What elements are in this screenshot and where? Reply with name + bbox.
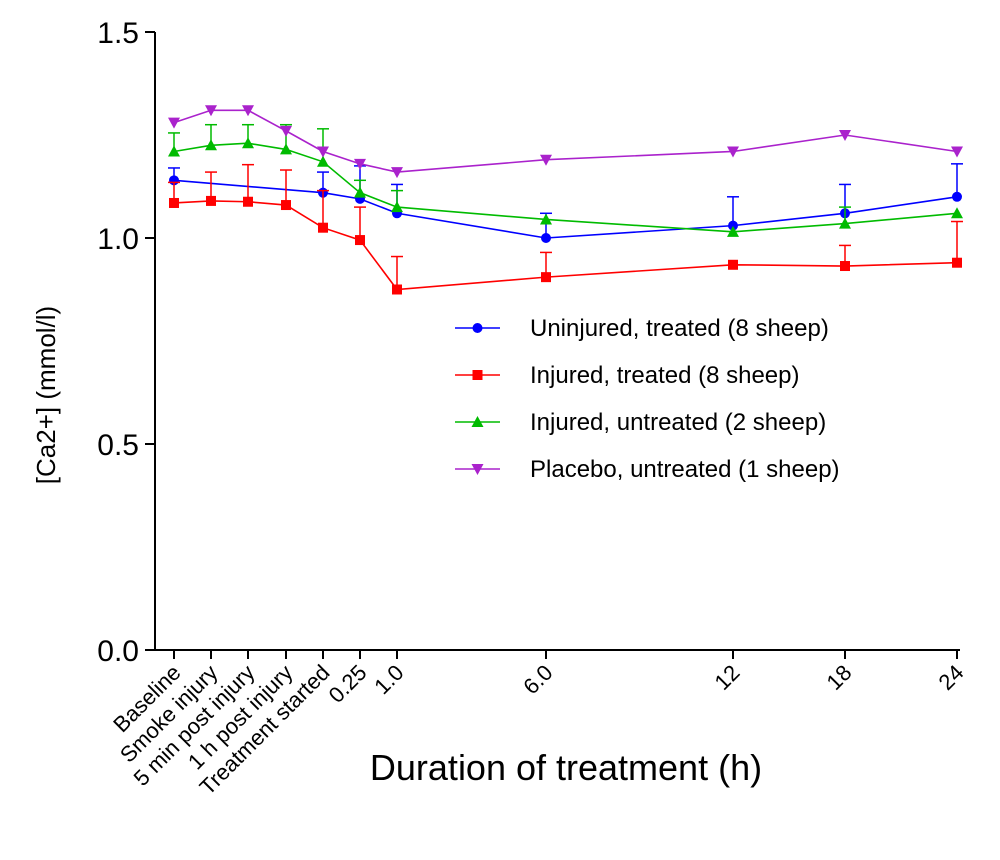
- data-point: [355, 235, 365, 246]
- data-point: [205, 105, 217, 117]
- legend-item: Injured, untreated (2 sheep): [455, 409, 826, 436]
- legend-label: Injured, treated (8 sheep): [530, 362, 800, 389]
- data-point: [471, 464, 484, 475]
- legend-item: Uninjured, treated (8 sheep): [455, 315, 829, 342]
- data-point: [168, 145, 180, 157]
- series-line: [173, 109, 958, 173]
- data-point: [317, 146, 329, 158]
- data-point: [317, 155, 329, 167]
- series-1: [168, 163, 963, 243]
- data-point: [951, 207, 963, 219]
- x-axis-label: Duration of treatment (h): [370, 747, 762, 788]
- data-point: [839, 130, 851, 141]
- plot-area: [168, 105, 963, 295]
- y-tick-label: 1.0: [97, 223, 139, 256]
- data-point: [280, 125, 292, 137]
- data-point: [391, 201, 403, 213]
- data-point: [243, 196, 253, 207]
- data-point: [952, 191, 962, 202]
- data-point: [540, 154, 552, 166]
- legend: Uninjured, treated (8 sheep) Injured, tre…: [455, 315, 840, 483]
- data-point: [727, 146, 739, 158]
- data-point: [728, 259, 738, 270]
- legend-item: Injured, treated (8 sheep): [455, 362, 800, 389]
- data-point: [728, 220, 738, 231]
- data-point: [318, 222, 328, 233]
- data-point: [169, 197, 179, 208]
- data-point: [727, 225, 739, 237]
- y-tick-label: 1.5: [97, 17, 139, 50]
- data-point: [280, 143, 292, 155]
- data-point: [354, 158, 366, 170]
- x-tick-label: 12: [710, 660, 745, 695]
- data-point: [472, 323, 483, 333]
- y-tick-label: 0.0: [97, 635, 139, 668]
- y-tick-label: 0.5: [97, 429, 139, 462]
- legend-label: Placebo, untreated (1 sheep): [530, 456, 840, 483]
- series-line: [173, 142, 958, 233]
- data-point: [541, 272, 551, 283]
- data-point: [839, 217, 851, 229]
- data-point: [472, 370, 483, 380]
- data-point: [354, 186, 366, 198]
- series-4: [168, 105, 963, 179]
- x-tick-label: 0.25: [324, 660, 372, 708]
- data-point: [471, 416, 484, 427]
- data-point: [242, 137, 254, 149]
- y-axis-label: [Ca2+] (mmol/l): [31, 306, 61, 484]
- data-point: [952, 257, 962, 268]
- data-point: [951, 146, 963, 158]
- x-tick-label: 18: [822, 660, 857, 695]
- legend-label: Injured, untreated (2 sheep): [530, 409, 826, 436]
- data-point: [168, 117, 180, 129]
- data-point: [206, 195, 216, 206]
- data-point: [281, 200, 291, 211]
- x-tick-label: 24: [934, 660, 969, 695]
- x-tick-label: 6.0: [518, 660, 557, 699]
- data-point: [205, 139, 217, 151]
- series-2: [168, 163, 963, 295]
- legend-item: Placebo, untreated (1 sheep): [455, 456, 840, 483]
- data-point: [242, 105, 254, 117]
- x-tick-label: 1.0: [369, 660, 408, 699]
- data-point: [541, 233, 551, 243]
- data-point: [392, 284, 402, 295]
- data-point: [540, 213, 552, 225]
- series-3: [168, 123, 963, 237]
- series-line: [173, 179, 958, 239]
- legend-label: Uninjured, treated (8 sheep): [530, 315, 829, 342]
- data-point: [840, 261, 850, 272]
- data-point: [391, 167, 403, 179]
